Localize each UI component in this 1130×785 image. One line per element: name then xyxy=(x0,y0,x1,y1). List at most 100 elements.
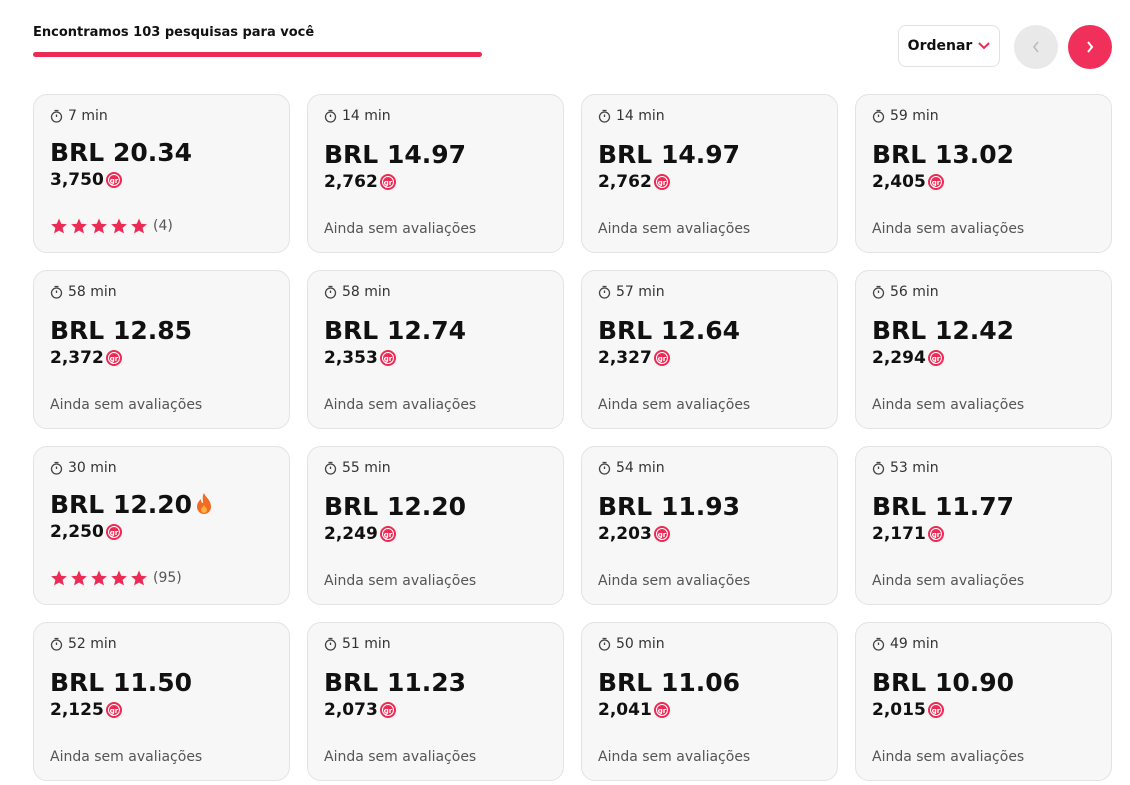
reviews: Ainda sem avaliações xyxy=(324,749,476,765)
clock-svg xyxy=(598,285,611,299)
svg-text:gr: gr xyxy=(384,355,393,363)
results-title: Encontramos 103 pesquisas para você xyxy=(33,25,315,40)
coin-svg: gr xyxy=(379,702,396,718)
result-card[interactable]: 7 min BRL 20.34 3,750 gr (4) xyxy=(33,94,290,253)
price: BRL 12.20 xyxy=(50,489,273,519)
star-svg xyxy=(111,570,127,586)
next-button[interactable] xyxy=(1068,25,1112,69)
result-card[interactable]: 30 min BRL 12.20 2,250 gr (95) xyxy=(33,446,290,605)
duration: 50 min xyxy=(598,635,821,653)
svg-text:gr: gr xyxy=(384,531,393,539)
result-card[interactable]: 58 min BRL 12.74 2,353 gr Ainda sem avaliaçõ… xyxy=(307,270,564,429)
duration-text: 58 min xyxy=(68,284,117,300)
result-card[interactable]: 50 min BRL 11.06 2,041 gr Ainda sem avaliaçõ… xyxy=(581,622,838,781)
svg-text:gr: gr xyxy=(110,707,119,715)
points-text: 2,294 xyxy=(872,348,926,368)
duration: 55 min xyxy=(324,459,547,477)
clock-svg xyxy=(598,109,611,123)
coin-icon: gr xyxy=(927,525,945,543)
duration-text: 54 min xyxy=(616,460,665,476)
chevron-right xyxy=(1087,41,1094,53)
reviews: Ainda sem avaliações xyxy=(598,221,750,237)
coin-icon: gr xyxy=(653,349,671,367)
result-card[interactable]: 53 min BRL 11.77 2,171 gr Ainda sem avaliaçõ… xyxy=(855,446,1112,605)
clock-icon xyxy=(598,637,611,651)
points: 2,762 gr xyxy=(324,172,547,192)
reviews: Ainda sem avaliações xyxy=(872,397,1024,413)
points: 2,041 gr xyxy=(598,700,821,720)
clock-icon xyxy=(324,109,337,123)
points: 2,125 gr xyxy=(50,700,273,720)
price: BRL 14.97 xyxy=(324,139,547,169)
svg-text:gr: gr xyxy=(384,179,393,187)
clock-icon xyxy=(50,637,63,651)
duration: 51 min xyxy=(324,635,547,653)
points-text: 2,372 xyxy=(50,348,104,368)
coin-svg: gr xyxy=(379,350,396,366)
clock-icon xyxy=(598,285,611,299)
star-svg xyxy=(51,218,67,234)
svg-text:gr: gr xyxy=(658,179,667,187)
duration-text: 50 min xyxy=(616,636,665,652)
price-text: BRL 12.20 xyxy=(324,491,467,521)
star-svg xyxy=(51,570,67,586)
reviews-text: Ainda sem avaliações xyxy=(872,397,1025,413)
duration: 7 min xyxy=(50,107,273,125)
duration-text: 53 min xyxy=(890,460,939,476)
points: 2,015 gr xyxy=(872,700,1095,720)
price: BRL 11.23 xyxy=(324,667,547,697)
result-card[interactable]: 58 min BRL 12.85 2,372 gr Ainda sem avaliaçõ… xyxy=(33,270,290,429)
result-card[interactable]: 52 min BRL 11.50 2,125 gr Ainda sem avaliaçõ… xyxy=(33,622,290,781)
reviews: Ainda sem avaliações xyxy=(598,573,750,589)
star-svg xyxy=(71,218,87,234)
result-card[interactable]: 14 min BRL 14.97 2,762 gr Ainda sem avaliaçõ… xyxy=(307,94,564,253)
svg-text:gr: gr xyxy=(932,531,941,539)
reviews-text: Ainda sem avaliações xyxy=(324,573,477,589)
reviews-text: Ainda sem avaliações xyxy=(872,573,1025,589)
result-card[interactable]: 51 min BRL 11.23 2,073 gr Ainda sem avaliaçõ… xyxy=(307,622,564,781)
clock-svg xyxy=(872,109,885,123)
result-card[interactable]: 49 min BRL 10.90 2,015 gr Ainda sem avaliaçõ… xyxy=(855,622,1112,781)
svg-text:gr: gr xyxy=(658,531,667,539)
star-icon xyxy=(50,217,68,235)
clock-icon xyxy=(324,461,337,475)
result-card[interactable]: 57 min BRL 12.64 2,327 gr Ainda sem avaliaçõ… xyxy=(581,270,838,429)
result-card[interactable]: 14 min BRL 14.97 2,762 gr Ainda sem avaliaçõ… xyxy=(581,94,838,253)
coin-icon: gr xyxy=(653,525,671,543)
star-icon xyxy=(110,217,128,235)
duration-text: 30 min xyxy=(68,460,117,476)
result-card[interactable]: 56 min BRL 12.42 2,294 gr Ainda sem avaliaçõ… xyxy=(855,270,1112,429)
points: 2,294 gr xyxy=(872,348,1095,368)
price-text: BRL 12.85 xyxy=(50,315,193,345)
reviews: Ainda sem avaliações xyxy=(872,573,1024,589)
svg-text:gr: gr xyxy=(658,355,667,363)
reviews-text: Ainda sem avaliações xyxy=(598,221,751,237)
svg-text:gr: gr xyxy=(658,707,667,715)
result-card[interactable]: 55 min BRL 12.20 2,249 gr Ainda sem avaliaçõ… xyxy=(307,446,564,605)
coin-svg: gr xyxy=(927,702,944,718)
coin-icon: gr xyxy=(379,701,397,719)
prev-button[interactable] xyxy=(1014,25,1058,69)
sort-button[interactable]: Ordenar xyxy=(898,25,1000,67)
duration: 14 min xyxy=(598,107,821,125)
coin-icon: gr xyxy=(105,171,123,189)
reviews: Ainda sem avaliações xyxy=(872,749,1024,765)
result-card[interactable]: 54 min BRL 11.93 2,203 gr Ainda sem avaliaçõ… xyxy=(581,446,838,605)
coin-svg: gr xyxy=(653,702,670,718)
points-text: 2,762 xyxy=(598,172,652,192)
price-text: BRL 11.23 xyxy=(324,667,467,697)
price-text: BRL 12.64 xyxy=(598,315,741,345)
points-text: 2,015 xyxy=(872,700,926,720)
coin-icon: gr xyxy=(379,525,397,543)
price-text: BRL 10.90 xyxy=(872,667,1015,697)
sort-label: Ordenar xyxy=(907,38,973,54)
result-card[interactable]: 59 min BRL 13.02 2,405 gr Ainda sem avaliaçõ… xyxy=(855,94,1112,253)
clock-icon xyxy=(872,461,885,475)
coin-icon: gr xyxy=(379,349,397,367)
star-icon xyxy=(110,569,128,587)
price: BRL 11.93 xyxy=(598,491,821,521)
star-svg xyxy=(131,570,147,586)
price-text: BRL 11.06 xyxy=(598,667,741,697)
clock-svg xyxy=(50,461,63,475)
